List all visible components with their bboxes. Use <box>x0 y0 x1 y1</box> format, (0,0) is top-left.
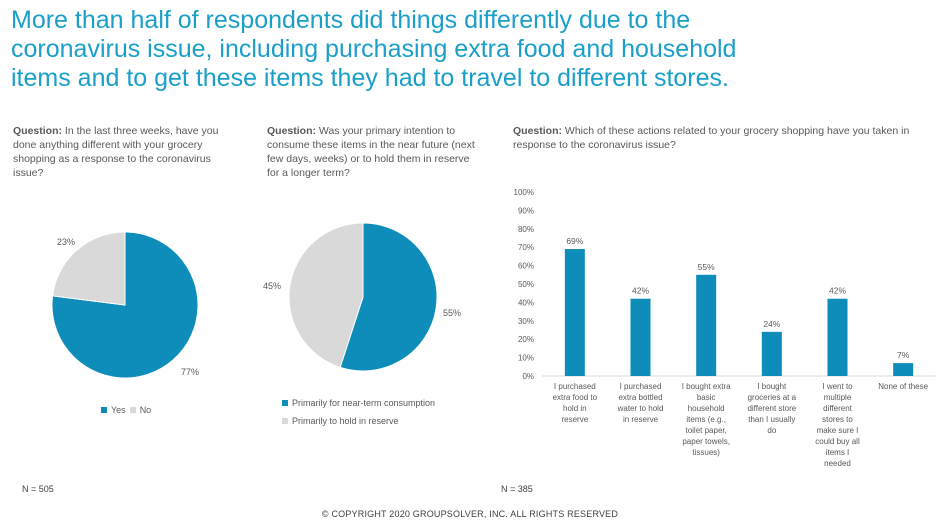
question-text: In the last three weeks, have you done a… <box>13 125 219 179</box>
legend-swatch-nearterm <box>282 400 288 406</box>
pie2-legend-item-1: Primarily for near-term consumption <box>282 398 435 408</box>
x-category-label: I bought groceries at a different store tha… <box>747 382 796 435</box>
pie-chart-1 <box>51 231 199 379</box>
y-tick-label: 20% <box>518 335 534 344</box>
y-tick-label: 70% <box>518 243 534 252</box>
x-category-label: I purchased extra food to hold in reserve <box>553 382 598 424</box>
x-category-label: I bought extra basic household items (e.g.,… <box>682 382 731 457</box>
y-tick-label: 30% <box>518 317 534 326</box>
panel2-question: Question: Was your primary intention to … <box>267 124 477 180</box>
panel1-question: Question: In the last three weeks, have … <box>13 124 238 180</box>
x-category-label: I purchased extra bottled water to hold in … <box>617 382 664 424</box>
legend-swatch-no <box>129 407 136 413</box>
y-tick-label: 40% <box>518 298 534 307</box>
legend-label-yes: Yes <box>111 405 126 415</box>
question-text: Which of these actions related to your g… <box>513 125 910 151</box>
question-label: Question: <box>513 125 562 137</box>
y-tick-label: 50% <box>518 280 534 289</box>
pie2-legend-item-2: Primarily to hold in reserve <box>282 416 399 426</box>
question-label: Question: <box>267 125 316 137</box>
bar-value-label: 24% <box>763 319 780 329</box>
x-category-label: None of these <box>878 382 928 391</box>
pie1-label-no: 23% <box>57 237 76 247</box>
y-tick-label: 80% <box>518 225 534 234</box>
copyright-footer: © COPYRIGHT 2020 GROUPSOLVER, INC. ALL R… <box>321 509 619 519</box>
bar-value-label: 55% <box>698 262 715 272</box>
bar <box>564 249 585 376</box>
pie1-legend: Yes No <box>101 405 151 415</box>
pie1-label-yes: 77% <box>181 367 200 377</box>
panel3-question: Question: Which of these actions related… <box>513 124 933 152</box>
bar-value-label: 42% <box>829 286 846 296</box>
panel3-n: N = 385 <box>501 484 533 494</box>
pie2-label-reserve: 45% <box>263 281 282 291</box>
bar <box>893 363 914 376</box>
bar <box>827 298 848 376</box>
bar-value-label: 69% <box>566 236 583 246</box>
bar <box>761 331 782 376</box>
bar <box>696 274 717 376</box>
x-category-label: I went to multiple different stores to make … <box>815 382 860 468</box>
question-label: Question: <box>13 125 62 137</box>
y-tick-label: 60% <box>518 262 534 271</box>
legend-swatch-reserve <box>282 418 288 424</box>
bar-chart: 0% 10% 20% 30% 40% 50% 60% 70% 80% 90% 100% 69% I pu… <box>514 188 936 468</box>
legend-label-nearterm: Primarily for near-term consumption <box>292 398 436 408</box>
pie1-slice-no <box>52 231 126 306</box>
y-tick-label: 100% <box>514 188 534 197</box>
y-tick-label: 90% <box>518 206 534 215</box>
y-tick-label: 0% <box>522 372 534 381</box>
legend-swatch-yes <box>101 407 107 413</box>
bar <box>630 298 651 376</box>
y-tick-label: 10% <box>518 354 534 363</box>
panel1-n: N = 505 <box>22 484 54 494</box>
page-title: More than half of respondents did things… <box>11 6 737 92</box>
pie2-slice-nearterm <box>339 222 438 372</box>
bar-value-label: 7% <box>897 350 910 360</box>
question-text: Was your primary intention to consume th… <box>267 125 475 179</box>
bar-value-label: 42% <box>632 286 649 296</box>
legend-label-no: No <box>139 405 152 415</box>
pie-chart-2 <box>288 222 438 372</box>
pie2-label-nearterm: 55% <box>443 308 462 318</box>
pie2-slice-reserve <box>288 222 364 369</box>
legend-label-reserve: Primarily to hold in reserve <box>292 416 399 426</box>
